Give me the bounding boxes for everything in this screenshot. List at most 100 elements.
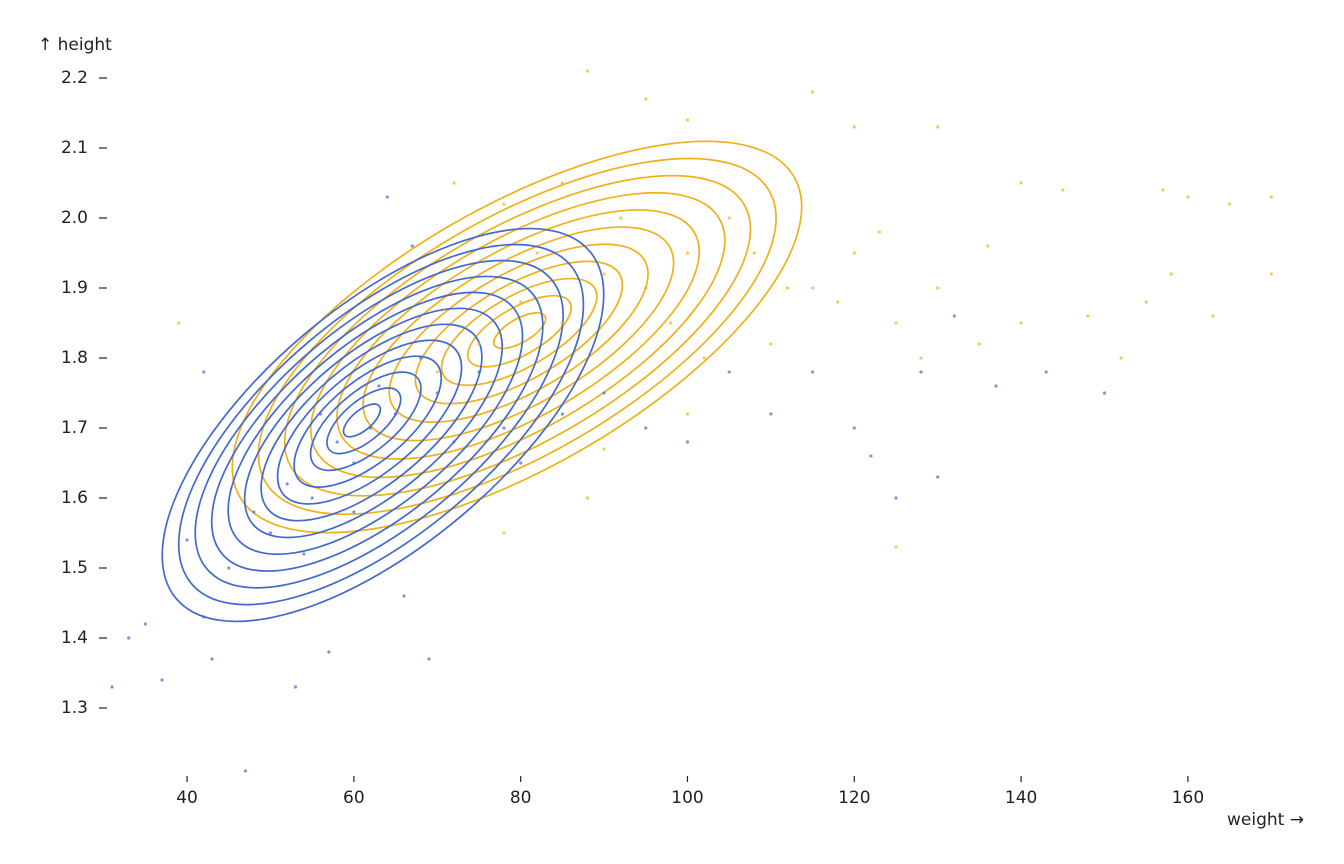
x-tick-label: 120 bbox=[838, 788, 870, 808]
point bbox=[752, 251, 756, 255]
point bbox=[368, 426, 373, 430]
point bbox=[427, 657, 431, 661]
point bbox=[585, 496, 590, 500]
point bbox=[702, 356, 706, 360]
point bbox=[335, 440, 339, 444]
point bbox=[986, 244, 990, 248]
point bbox=[894, 321, 898, 325]
point bbox=[810, 370, 815, 374]
point bbox=[1119, 356, 1123, 360]
point bbox=[293, 685, 298, 689]
density-contours bbox=[161, 140, 803, 623]
point bbox=[502, 202, 506, 206]
point bbox=[377, 384, 381, 388]
x-axis-label: weight → bbox=[1227, 810, 1304, 830]
point bbox=[535, 251, 539, 255]
point bbox=[202, 370, 206, 374]
point bbox=[727, 370, 731, 374]
x-tick-label: 40 bbox=[176, 788, 198, 808]
point bbox=[919, 370, 923, 374]
point bbox=[810, 90, 815, 94]
point bbox=[852, 125, 856, 129]
x-tick-label: 100 bbox=[671, 788, 703, 808]
point bbox=[285, 482, 289, 486]
point bbox=[502, 531, 506, 535]
contour bbox=[388, 243, 649, 423]
x-tick-label: 60 bbox=[343, 788, 365, 808]
point bbox=[994, 384, 998, 388]
contour bbox=[177, 243, 585, 606]
contour bbox=[257, 157, 777, 516]
x-tick-label: 80 bbox=[510, 788, 532, 808]
point bbox=[1019, 181, 1023, 185]
point bbox=[352, 461, 356, 465]
point bbox=[1269, 272, 1273, 276]
y-tick-label: 1.8 bbox=[61, 348, 88, 368]
contour bbox=[309, 191, 726, 479]
x-tick-label: 140 bbox=[1005, 788, 1037, 808]
point bbox=[619, 216, 623, 220]
point bbox=[1144, 300, 1148, 304]
contour bbox=[227, 291, 524, 556]
contour bbox=[260, 323, 483, 522]
point bbox=[1169, 272, 1173, 276]
point bbox=[177, 321, 181, 325]
point bbox=[560, 412, 564, 416]
point bbox=[160, 678, 164, 682]
point bbox=[836, 300, 840, 304]
contour bbox=[342, 403, 382, 438]
y-axis-label: ↑ height bbox=[38, 35, 112, 55]
point bbox=[227, 566, 231, 570]
point bbox=[477, 342, 481, 346]
contour bbox=[276, 339, 463, 505]
point bbox=[894, 545, 898, 549]
point bbox=[185, 538, 189, 542]
y-tick-label: 2.2 bbox=[61, 68, 88, 88]
contour bbox=[440, 277, 598, 387]
point bbox=[1044, 370, 1048, 374]
point bbox=[127, 636, 131, 640]
point bbox=[769, 342, 773, 346]
point bbox=[685, 412, 690, 416]
contour bbox=[210, 275, 544, 572]
contour bbox=[309, 371, 422, 472]
point bbox=[769, 412, 773, 416]
point bbox=[435, 391, 439, 395]
point bbox=[452, 181, 456, 185]
point bbox=[1019, 321, 1023, 325]
point bbox=[869, 454, 873, 458]
point bbox=[685, 440, 690, 444]
x-tick-label: 160 bbox=[1172, 788, 1204, 808]
point bbox=[519, 461, 523, 465]
point bbox=[352, 510, 356, 514]
point bbox=[785, 286, 790, 290]
y-tick-label: 2.0 bbox=[61, 208, 88, 228]
contour bbox=[293, 355, 443, 488]
point bbox=[669, 321, 673, 325]
point bbox=[936, 286, 940, 290]
point bbox=[560, 321, 564, 325]
y-tick-label: 1.4 bbox=[61, 628, 88, 648]
y-tick-label: 2.1 bbox=[61, 138, 88, 158]
point bbox=[143, 622, 147, 626]
contour bbox=[243, 307, 504, 539]
point bbox=[602, 272, 606, 276]
point bbox=[435, 370, 439, 374]
point bbox=[644, 426, 648, 430]
contour bbox=[326, 387, 402, 455]
y-tick-label: 1.7 bbox=[61, 418, 88, 438]
point bbox=[644, 286, 648, 290]
point bbox=[418, 356, 423, 360]
contour bbox=[414, 260, 624, 405]
point bbox=[602, 391, 606, 395]
contour bbox=[194, 259, 564, 589]
point bbox=[302, 552, 306, 556]
point bbox=[644, 97, 648, 101]
point bbox=[810, 286, 815, 290]
point bbox=[685, 118, 690, 122]
point bbox=[202, 615, 206, 619]
point bbox=[110, 685, 114, 689]
point bbox=[310, 496, 314, 500]
point bbox=[452, 440, 456, 444]
